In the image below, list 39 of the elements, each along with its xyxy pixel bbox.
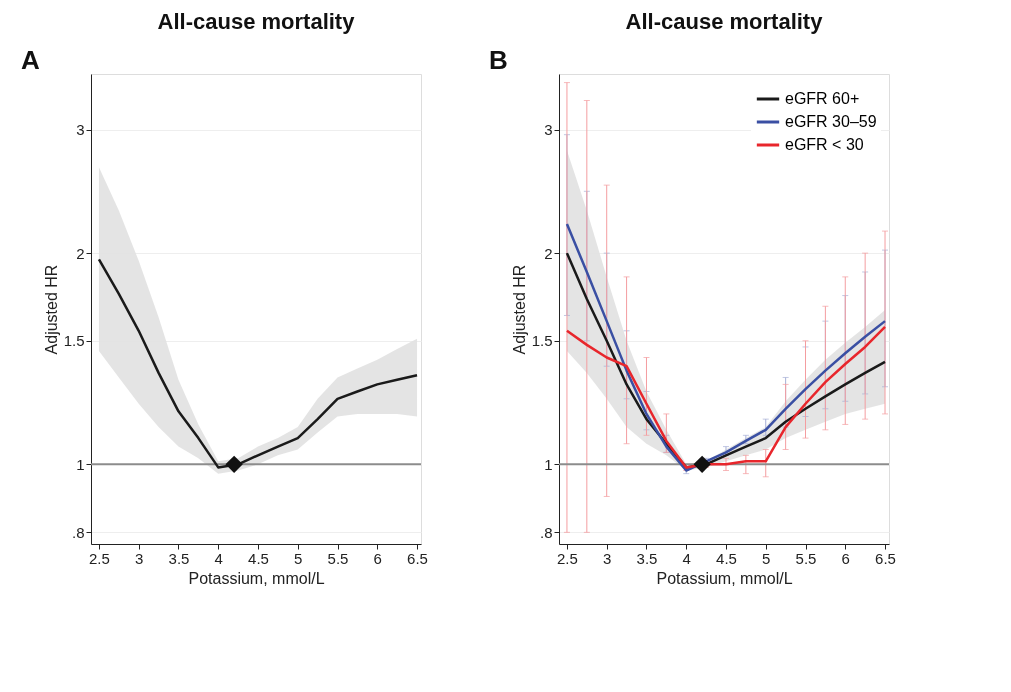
x-tick-label: 5 bbox=[762, 549, 771, 567]
legend-label: eGFR 30–59 bbox=[785, 113, 877, 130]
x-tick-label: 6 bbox=[841, 549, 850, 567]
x-tick-label: 3.5 bbox=[168, 549, 190, 567]
text: A bbox=[21, 45, 40, 75]
y-tick-label: 3 bbox=[76, 121, 85, 139]
x-axis-title: Potassium, mmol/L bbox=[188, 569, 325, 587]
legend-label: eGFR 60+ bbox=[785, 90, 860, 107]
x-tick-label: 4.5 bbox=[248, 549, 269, 567]
x-tick-label: 6.5 bbox=[407, 549, 428, 567]
y-axis-title: Adjusted HR bbox=[510, 264, 528, 355]
x-axis-title: Potassium, mmol/L bbox=[656, 569, 793, 587]
y-tick-label: .8 bbox=[539, 523, 553, 541]
chart-title: All-cause mortality bbox=[625, 9, 824, 34]
x-tick-label: 2.5 bbox=[89, 549, 110, 567]
legend-label: eGFR < 30 bbox=[785, 136, 864, 153]
y-tick-label: 2 bbox=[76, 244, 85, 262]
x-tick-label: 6 bbox=[373, 549, 382, 567]
y-tick-label: 1 bbox=[544, 455, 553, 473]
x-tick-label: 2.5 bbox=[557, 549, 578, 567]
y-tick-label: 1 bbox=[76, 455, 85, 473]
y-tick-label: 3 bbox=[544, 121, 553, 139]
x-tick-label: 6.5 bbox=[875, 549, 896, 567]
y-axis-title: Adjusted HR bbox=[42, 264, 60, 355]
y-tick-label: 2 bbox=[544, 244, 553, 262]
text: B bbox=[489, 45, 508, 75]
x-tick-label: 5 bbox=[294, 549, 303, 567]
x-tick-label: 5.5 bbox=[795, 549, 817, 567]
x-tick-label: 3.5 bbox=[636, 549, 658, 567]
x-tick-label: 3 bbox=[603, 549, 612, 567]
x-tick-label: 5.5 bbox=[327, 549, 349, 567]
y-tick-label: 1.5 bbox=[63, 332, 85, 350]
y-tick-label: .8 bbox=[71, 523, 85, 541]
chart-title: All-cause mortality bbox=[157, 9, 356, 34]
x-tick-label: 4 bbox=[214, 549, 223, 567]
x-tick-label: 4.5 bbox=[716, 549, 737, 567]
x-tick-label: 4 bbox=[682, 549, 691, 567]
x-tick-label: 3 bbox=[135, 549, 144, 567]
y-tick-label: 1.5 bbox=[531, 332, 553, 350]
